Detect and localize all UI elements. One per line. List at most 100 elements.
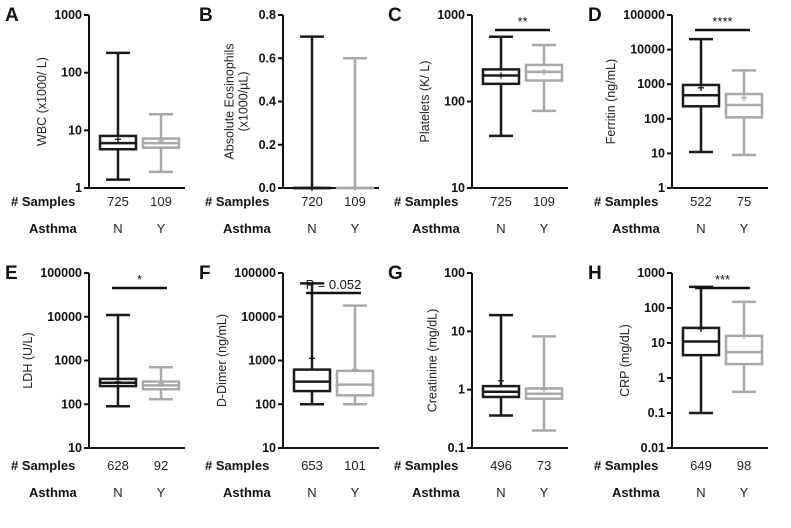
asthma-row-label: Asthma	[612, 485, 660, 500]
sample-count: 653	[301, 458, 323, 473]
panel-letter: C	[388, 5, 402, 26]
sample-count: 109	[344, 194, 366, 209]
y-tick-label: 1	[658, 181, 665, 195]
mean-marker: +	[540, 65, 547, 79]
asthma-category: N	[307, 485, 316, 500]
box-y: +	[524, 43, 564, 113]
mean-marker: +	[308, 352, 315, 366]
y-tick-label: 1	[658, 371, 665, 385]
asthma-category: N	[696, 221, 705, 236]
asthma-category: Y	[351, 485, 360, 500]
asthma-row-label: Asthma	[29, 221, 77, 236]
samples-row-label: # Samples	[594, 458, 658, 473]
panel-g: G 0.1 1 10 100 Creatinine (mg/dL) +496 N +73 Y # S…	[388, 263, 568, 500]
y-axis-title: Platelets (K/ L)	[418, 61, 432, 143]
y-axis-title: Absolute Eosinophils	[222, 43, 236, 159]
sample-count: 725	[490, 194, 512, 209]
sample-count: 522	[690, 194, 712, 209]
y-axis-title: Ferritin (ng/mL)	[604, 59, 618, 144]
asthma-category: Y	[540, 485, 549, 500]
asthma-category: Y	[351, 221, 360, 236]
mean-marker: +	[697, 322, 704, 336]
mean-marker: +	[157, 377, 164, 391]
y-tick-label: 10	[451, 324, 465, 338]
sample-count: 92	[154, 458, 168, 473]
samples-row-label: # Samples	[11, 194, 75, 209]
panel-b: B 0.0 0.2 0.4 0.6 0.8 Absolute Eosinophils (x10…	[199, 5, 379, 236]
panel-letter: H	[588, 263, 602, 284]
y-tick-label: 1	[75, 181, 82, 195]
box-n: +	[681, 285, 721, 415]
box-y: +	[335, 304, 375, 406]
asthma-row-label: Asthma	[223, 485, 271, 500]
asthma-row-label: Asthma	[612, 221, 660, 236]
sample-count: 720	[301, 194, 323, 209]
box-n: +	[292, 35, 332, 195]
iqr-box	[335, 369, 375, 397]
mean-marker: +	[157, 134, 164, 148]
y-tick-label: 1	[458, 383, 465, 397]
asthma-category: N	[113, 485, 122, 500]
samples-row-label: # Samples	[394, 194, 458, 209]
asthma-category: Y	[157, 485, 166, 500]
significance-label: *	[137, 272, 142, 287]
y-axis-title: Creatinine (mg/dL)	[425, 309, 439, 413]
panel-e: E 10 100 1000 10000 100000 LDH (U/L) +628 N +92 Y #…	[5, 263, 185, 500]
sample-count: 73	[537, 458, 551, 473]
y-tick-label: 0.0	[259, 181, 276, 195]
significance-label: ****	[712, 14, 732, 29]
asthma-row-label: Asthma	[223, 221, 271, 236]
box-n: +	[481, 35, 521, 138]
asthma-category: N	[113, 221, 122, 236]
y-tick-label: 0.8	[259, 8, 276, 22]
mean-marker: +	[351, 181, 358, 195]
box-y: +	[724, 69, 764, 157]
y-tick-label: 100000	[623, 8, 665, 22]
y-tick-label: 10000	[241, 310, 276, 324]
asthma-category: Y	[157, 221, 166, 236]
y-tick-label: 100	[444, 266, 465, 280]
y-tick-label: 10	[68, 441, 82, 455]
box-y: +	[141, 113, 181, 174]
mean-marker: +	[114, 375, 121, 389]
y-tick-label: 100	[644, 301, 665, 315]
samples-row-label: # Samples	[594, 194, 658, 209]
y-axis-title: LDH (U/L)	[21, 332, 35, 388]
asthma-category: Y	[740, 485, 749, 500]
asthma-row-label: Asthma	[412, 485, 460, 500]
asthma-category: Y	[740, 221, 749, 236]
y-tick-label: 100	[61, 397, 82, 411]
mean-marker: +	[740, 329, 747, 343]
y-tick-label: 100000	[40, 266, 82, 280]
y-tick-label: 0.2	[259, 138, 276, 152]
mean-marker: +	[308, 181, 315, 195]
sample-count: 101	[344, 458, 366, 473]
y-tick-label: 10	[262, 441, 276, 455]
sample-count: 725	[107, 194, 129, 209]
samples-row-label: # Samples	[205, 458, 269, 473]
sample-count: 98	[737, 458, 751, 473]
panel-a: A 1 10 100 1000 WBC (x1000/ L) +725 N +109 Y # Sam…	[5, 5, 185, 236]
panel-f: F 10 100 1000 10000 100000 D-Dimer (ng/mL) +653…	[199, 263, 379, 500]
panel-d: D 1 10 100 1000 10000 100000 Ferritin (ng/mL) +5…	[588, 5, 768, 236]
asthma-category: N	[696, 485, 705, 500]
y-tick-label: 0.6	[259, 51, 276, 65]
y-tick-label: 1000	[54, 8, 82, 22]
y-axis-title: WBC (x1000/ L)	[35, 57, 49, 146]
mean-marker: +	[114, 132, 121, 146]
mean-marker: +	[497, 374, 504, 388]
y-tick-label: 10	[651, 336, 665, 350]
y-tick-label: 10000	[47, 310, 82, 324]
sample-count: 649	[690, 458, 712, 473]
sample-count: 496	[490, 458, 512, 473]
asthma-row-label: Asthma	[29, 485, 77, 500]
y-tick-label: 10	[651, 146, 665, 160]
y-tick-label: 1000	[437, 8, 465, 22]
asthma-category: Y	[540, 221, 549, 236]
y-tick-label: 0.1	[648, 406, 665, 420]
asthma-category: N	[496, 221, 505, 236]
y-tick-label: 0.01	[641, 441, 665, 455]
sample-count: 109	[533, 194, 555, 209]
sample-count: 628	[107, 458, 129, 473]
significance-label: ***	[715, 272, 730, 287]
